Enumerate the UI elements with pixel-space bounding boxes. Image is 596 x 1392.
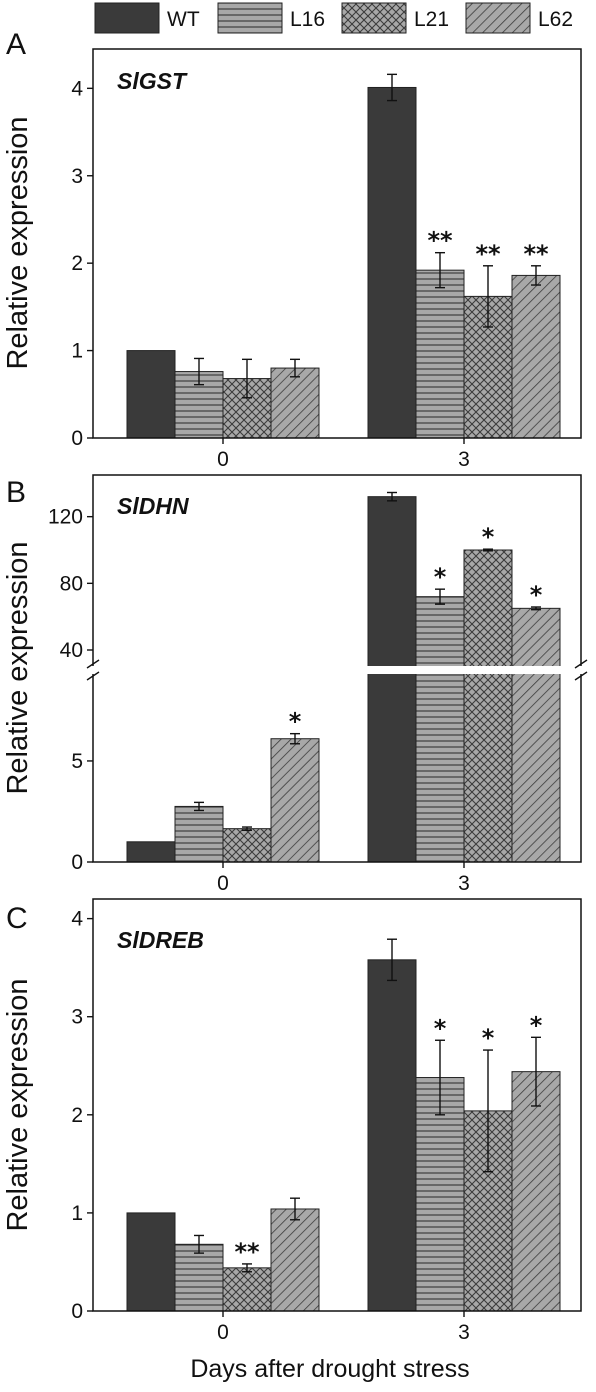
y-tick-label-c-3: 3 [71,1006,83,1029]
bar-b-l62-day0 [270,738,320,863]
bar-a-wt-day0 [126,350,176,439]
legend-swatch-l21 [341,2,407,34]
bar-a-l16-day3 [415,269,465,439]
y-tick-label-a-4: 4 [71,77,83,100]
y-tick-label-c-4: 4 [71,908,83,931]
y-tick-label-b-40: 40 [60,639,83,662]
y-axis-label-c: Relative expression [2,978,34,1231]
panel-letter-a: A [6,28,26,61]
bar-a-wt-day3 [367,86,417,439]
significance-mark-c-l62-day3: * [530,1011,543,1039]
x-tick-label-a-0: 0 [217,448,229,471]
significance-mark-b-l21-day3: * [482,523,495,551]
axis-break-gap-b [94,666,580,674]
y-tick-label-c-2: 2 [71,1104,83,1127]
legend-label-l62: L62 [538,8,573,31]
bar-c-l16-day3 [415,1077,465,1312]
significance-mark-c-l16-day3: * [434,1014,447,1042]
legend-label-l16: L16 [290,8,325,31]
y-tick-label-c-0: 0 [71,1300,83,1323]
legend-swatch-l62 [465,2,531,34]
bar-c-wt-day0 [126,1212,176,1312]
x-tick-label-c-0: 0 [217,1321,229,1344]
y-tick-label-b-0: 0 [71,851,83,874]
x-axis-label: Days after drought stress [190,1355,469,1383]
x-tick-label-b-3: 3 [458,872,470,895]
bar-b-l62-day3 [511,607,561,863]
significance-mark-b-l62-day0: * [289,708,302,736]
panel-title-a: SlGST [117,68,188,94]
plot-frame-upper-b [92,474,582,666]
panel-title-b: SlDHN [117,493,189,519]
plot-frame-a [92,48,582,439]
panel-letter-c: C [6,902,28,935]
x-tick-label-b-0: 0 [217,872,229,895]
bar-c-l62-day3 [511,1071,561,1312]
bar-a-l62-day3 [511,274,561,439]
bar-b-wt-day0 [126,841,176,863]
significance-mark-b-l62-day3: * [530,581,543,609]
legend-label-l21: L21 [414,8,449,31]
axis-break-slash-b-1a [574,659,588,669]
plot-frame-c [92,898,582,1312]
x-tick-label-a-3: 3 [458,448,470,471]
bar-b-l16-day0 [174,805,224,863]
bar-b-l16-day3 [415,596,465,863]
legend-swatch-l16 [217,2,283,34]
panel-b: * * * * 0 5 40 80 120 0 3 B SlDHN Relative expression [2,474,588,895]
significance-mark-a-l62-day3: ** [523,240,549,268]
plot-frame-lower-b [92,674,582,863]
axis-break-slash-b-0b [86,671,100,681]
significance-mark-a-l16-day3: ** [427,227,453,255]
bar-a-l62-day0 [270,367,320,439]
y-axis-label-b: Relative expression [2,541,34,794]
panel-a: ** ** ** 0 1 2 3 4 0 3 A SlGST Relative expression [2,28,582,471]
bar-c-wt-day3 [367,959,417,1312]
bar-b-l21-day3 [463,549,513,863]
y-tick-label-a-2: 2 [71,252,83,275]
y-tick-label-a-0: 0 [71,427,83,450]
axis-break-slash-b-0a [86,659,100,669]
significance-mark-a-l21-day3: ** [475,240,501,268]
y-tick-label-b-120: 120 [48,506,83,529]
y-tick-label-a-3: 3 [71,165,83,188]
legend: WT L16 L21 L62 [94,2,573,34]
bar-c-l62-day0 [270,1208,320,1312]
bar-c-l21-day0 [222,1267,272,1312]
y-tick-label-a-1: 1 [71,340,83,363]
axis-break-slash-b-1b [574,671,588,681]
significance-mark-b-l16-day3: * [434,563,447,591]
significance-mark-c-l21-day3: * [482,1024,495,1052]
legend-label-wt: WT [167,8,200,31]
significance-mark-c-l21-day0: ** [234,1238,260,1266]
y-tick-label-c-1: 1 [71,1202,83,1225]
y-tick-label-b-80: 80 [60,572,83,595]
panel-letter-b: B [6,476,26,509]
x-tick-label-c-3: 3 [458,1321,470,1344]
legend-swatch-wt [94,2,160,34]
bar-b-wt-day3 [367,496,417,863]
panel-title-c: SlDREB [117,927,204,953]
bar-c-l16-day0 [174,1243,224,1312]
y-tick-label-b-5: 5 [71,750,83,773]
bar-b-l21-day0 [222,828,272,863]
y-axis-label-a: Relative expression [2,116,34,369]
